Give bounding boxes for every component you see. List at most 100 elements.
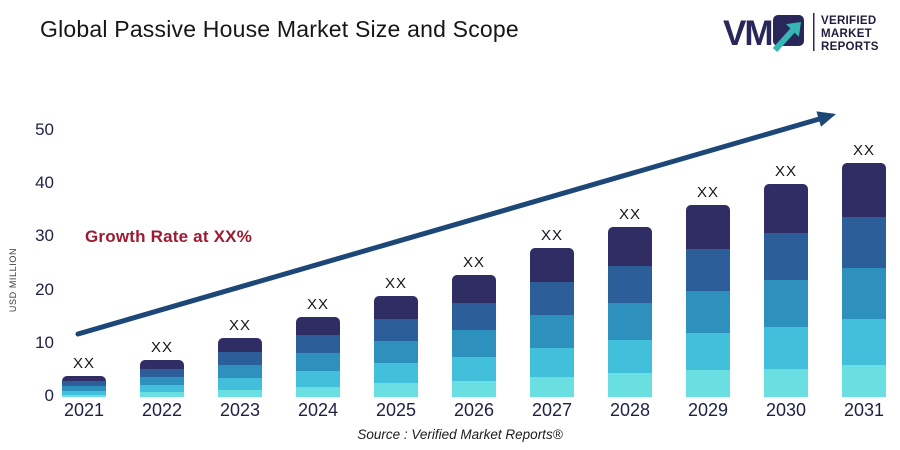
bar-segment bbox=[296, 353, 340, 371]
logo-arrow-head bbox=[786, 22, 801, 37]
bar-segment bbox=[686, 249, 730, 291]
bar-2022 bbox=[140, 360, 184, 397]
bar-segment bbox=[608, 340, 652, 373]
bar-segment bbox=[764, 327, 808, 369]
bar-segment bbox=[608, 303, 652, 340]
bar-segment bbox=[452, 357, 496, 381]
x-axis-label-2022: 2022 bbox=[141, 400, 183, 420]
y-axis-title: USD MILLION bbox=[8, 247, 18, 313]
bar-2025 bbox=[374, 296, 418, 397]
logo-arrow-shaft bbox=[772, 27, 796, 53]
bar-segment bbox=[608, 227, 652, 266]
bar-segment bbox=[296, 387, 340, 397]
bar-2023 bbox=[218, 338, 262, 397]
bar-segment bbox=[296, 335, 340, 353]
bar-value-label: XX bbox=[72, 355, 95, 372]
logo-text-line1: VERIFIED bbox=[821, 15, 876, 27]
bar-segment bbox=[296, 371, 340, 387]
bar-segment bbox=[764, 184, 808, 233]
logo-divider bbox=[813, 13, 815, 51]
bar-segment bbox=[374, 341, 418, 363]
bar-segment bbox=[530, 315, 574, 348]
x-axis-label-2029: 2029 bbox=[687, 400, 729, 420]
bar-segment bbox=[530, 348, 574, 377]
vmr-logo-graphic: VM VERIFIED MARKET REPORTS bbox=[723, 13, 879, 53]
x-axis-label-2028: 2028 bbox=[609, 400, 651, 420]
bar-value-label: XX bbox=[852, 142, 875, 159]
growth-rate-label: Growth Rate at XX% bbox=[85, 227, 253, 246]
bar-segment bbox=[218, 378, 262, 390]
bar-segment bbox=[140, 392, 184, 397]
trend-arrow-head bbox=[816, 111, 836, 127]
y-axis-tick-40: 40 bbox=[35, 173, 54, 193]
bar-value-label: XX bbox=[696, 184, 719, 201]
bar-segment bbox=[374, 383, 418, 397]
y-axis-tick-50: 50 bbox=[35, 120, 54, 139]
bar-segment bbox=[140, 385, 184, 392]
bar-segment bbox=[218, 390, 262, 397]
bar-segment bbox=[842, 163, 886, 217]
x-axis-label-2021: 2021 bbox=[63, 400, 105, 420]
bar-value-label: XX bbox=[150, 339, 173, 356]
bar-2031 bbox=[842, 163, 886, 397]
bar-value-label: XX bbox=[540, 227, 563, 244]
bar-value-label: XX bbox=[774, 163, 797, 180]
logo-text-line3: REPORTS bbox=[821, 41, 879, 53]
bar-2026 bbox=[452, 275, 496, 397]
bar-segment bbox=[218, 338, 262, 352]
bar-segment bbox=[842, 319, 886, 365]
bar-segment bbox=[842, 217, 886, 268]
bar-segment bbox=[452, 303, 496, 330]
bar-2021 bbox=[62, 376, 106, 397]
bar-segment bbox=[764, 280, 808, 327]
x-axis-label-2027: 2027 bbox=[531, 400, 573, 420]
page-title: Global Passive House Market Size and Sco… bbox=[40, 16, 519, 42]
bar-2030 bbox=[764, 184, 808, 397]
bar-segment bbox=[62, 391, 106, 395]
bar-segment bbox=[452, 275, 496, 303]
x-axis-label-2031: 2031 bbox=[843, 400, 885, 420]
bar-segment bbox=[452, 381, 496, 397]
bar-2027 bbox=[530, 248, 574, 397]
bar-segment bbox=[62, 395, 106, 397]
logo-text-line2: MARKET bbox=[821, 28, 872, 40]
x-axis-label-2024: 2024 bbox=[297, 400, 339, 420]
bar-value-label: XX bbox=[384, 275, 407, 292]
bar-segment bbox=[452, 330, 496, 357]
bar-segment bbox=[296, 317, 340, 335]
bar-segment bbox=[530, 282, 574, 315]
y-axis-tick-30: 30 bbox=[35, 226, 54, 246]
x-axis-label-2030: 2030 bbox=[765, 400, 807, 420]
y-axis-tick-20: 20 bbox=[35, 279, 54, 299]
bar-segment bbox=[218, 352, 262, 365]
bar-value-label: XX bbox=[462, 254, 485, 271]
x-axis-label-2023: 2023 bbox=[219, 400, 261, 420]
bar-value-label: XX bbox=[228, 317, 251, 334]
y-axis-tick-0: 0 bbox=[44, 386, 54, 405]
bar-segment bbox=[530, 377, 574, 397]
bar-2029 bbox=[686, 205, 730, 397]
bar-segment bbox=[62, 386, 106, 391]
y-axis-tick-10: 10 bbox=[35, 332, 54, 352]
bar-segment bbox=[842, 268, 886, 319]
bar-segment bbox=[530, 248, 574, 282]
logo-letters: VM bbox=[723, 14, 772, 53]
bar-segment bbox=[140, 369, 184, 377]
bar-segment bbox=[374, 296, 418, 319]
bar-segment bbox=[764, 233, 808, 280]
bar-segment bbox=[62, 376, 106, 381]
x-axis-label-2026: 2026 bbox=[453, 400, 495, 420]
bar-segment bbox=[608, 373, 652, 397]
bar-segment bbox=[686, 291, 730, 333]
vmr-logo: VM VERIFIED MARKET REPORTS bbox=[723, 8, 888, 58]
bar-segment bbox=[842, 365, 886, 397]
bar-segment bbox=[608, 266, 652, 303]
bar-segment bbox=[374, 319, 418, 341]
bar-value-label: XX bbox=[306, 296, 329, 313]
bar-segment bbox=[686, 333, 730, 370]
bar-segment bbox=[764, 369, 808, 397]
source-note: Source : Verified Market Reports® bbox=[357, 427, 563, 442]
bar-segment bbox=[140, 360, 184, 369]
